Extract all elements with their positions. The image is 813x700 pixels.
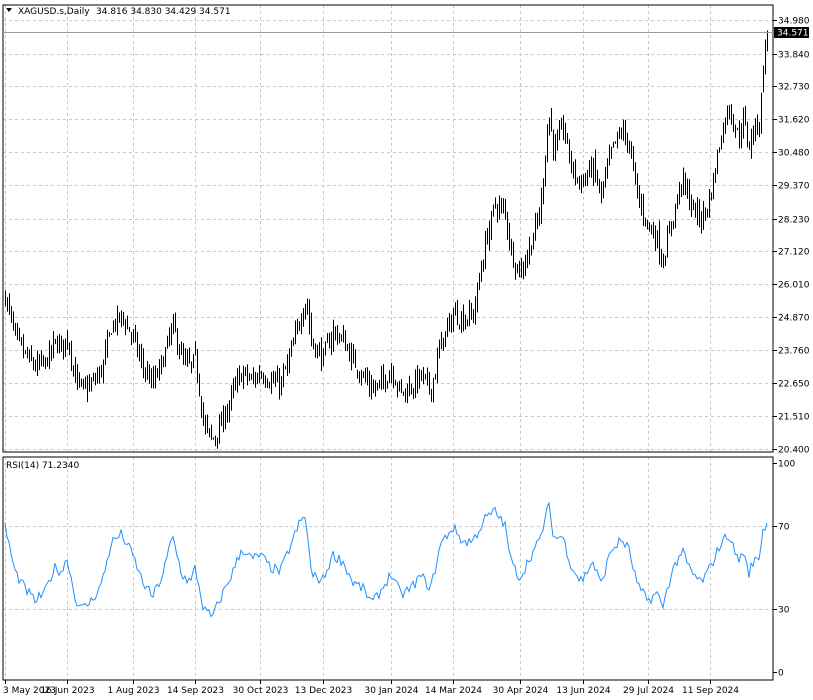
time-tick-label: 14 Mar 2024 bbox=[425, 686, 482, 696]
symbol-header: XAGUSD.s,Daily 34.816 34.830 34.429 34.5… bbox=[6, 7, 231, 17]
price-tick-label: 20.400 bbox=[778, 446, 810, 456]
rsi-line bbox=[4, 501, 768, 618]
last-price-tag bbox=[774, 27, 809, 38]
price-panel-frame bbox=[2, 4, 774, 453]
price-tick-label: 22.650 bbox=[778, 380, 810, 390]
time-tick-label: 30 Apr 2024 bbox=[493, 686, 549, 696]
time-tick-label: 13 Jun 2024 bbox=[556, 686, 610, 696]
price-tick-label: 27.120 bbox=[778, 248, 810, 258]
time-tick-label: 16 Jun 2023 bbox=[40, 686, 94, 696]
time-tick-label: 29 Jul 2024 bbox=[623, 686, 674, 696]
rsi-tick-label: 30 bbox=[778, 606, 790, 616]
last-price-marker: 34.571 bbox=[3, 27, 809, 39]
price-tick-label: 34.980 bbox=[778, 17, 810, 27]
price-tick-label: 21.510 bbox=[778, 413, 810, 423]
time-tick-label: 11 Sep 2024 bbox=[682, 686, 739, 696]
rsi-grid bbox=[3, 457, 773, 680]
last-price-label: 34.571 bbox=[777, 29, 809, 39]
price-tick-label: 23.760 bbox=[778, 347, 810, 357]
rsi-panel-frame bbox=[2, 456, 774, 681]
panel-frames bbox=[2, 4, 774, 681]
time-tick-label: 14 Sep 2023 bbox=[167, 686, 224, 696]
price-tick-label: 26.010 bbox=[778, 281, 810, 291]
time-tick-label: 3 May 2023 bbox=[3, 686, 56, 696]
price-tick-label: 29.370 bbox=[778, 182, 810, 192]
time-tick-label: 13 Dec 2023 bbox=[295, 686, 353, 696]
price-tick-label: 33.840 bbox=[778, 51, 810, 61]
rsi-tick-label: 0 bbox=[778, 669, 784, 679]
rsi-tick-label: 100 bbox=[778, 460, 795, 470]
price-axis: 34.980 33.840 32.730 31.620 30.480 29.370 28.2… bbox=[773, 17, 810, 456]
price-tick-label: 24.870 bbox=[778, 314, 810, 324]
rsi-tick-label: 70 bbox=[778, 523, 790, 533]
time-tick-label: 30 Jan 2024 bbox=[365, 686, 419, 696]
price-grid bbox=[3, 5, 773, 452]
ohlc-values: 34.816 34.830 34.429 34.571 bbox=[96, 7, 231, 17]
rsi-axis: 100 70 30 0 bbox=[773, 460, 795, 679]
triangle-down-icon bbox=[6, 8, 12, 12]
time-tick-label: 1 Aug 2023 bbox=[108, 686, 160, 696]
price-tick-label: 32.730 bbox=[778, 83, 810, 93]
price-tick-label: 31.620 bbox=[778, 116, 810, 126]
price-tick-label: 28.230 bbox=[778, 216, 810, 226]
symbol-label: XAGUSD.s,Daily bbox=[18, 7, 90, 17]
price-tick-label: 30.480 bbox=[778, 149, 810, 159]
rsi-header: RSI(14) 71.2340 bbox=[6, 461, 79, 471]
rsi-line-group bbox=[4, 501, 768, 618]
time-tick-label: 30 Oct 2023 bbox=[233, 686, 289, 696]
price-bars bbox=[5, 30, 768, 449]
